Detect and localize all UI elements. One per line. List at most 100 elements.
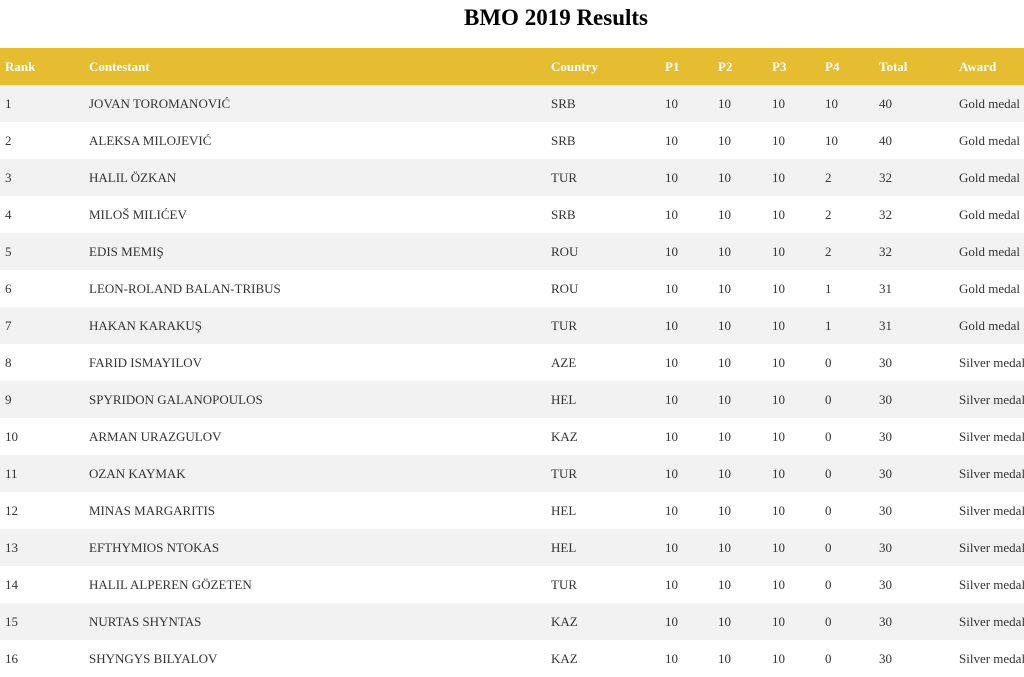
p3-score-cell: 10 — [772, 96, 785, 111]
header-p2[interactable]: P2 — [718, 59, 733, 74]
country-cell: TUR — [551, 170, 577, 185]
p3-score-cell: 10 — [772, 207, 785, 222]
p4-score-cell: 0 — [825, 466, 832, 481]
table-row: 3 HALIL ÖZKAN TUR 10 10 10 2 32 Gold medal — [0, 159, 1024, 196]
award-cell: Silver medal — [959, 429, 1024, 444]
table-row: 4 MILOŠ MILIĆEV SRB 10 10 10 2 32 Gold medal — [0, 196, 1024, 233]
p3-score-cell: 10 — [772, 614, 785, 629]
award-cell: Silver medal — [959, 392, 1024, 407]
header-award[interactable]: Award — [959, 59, 997, 74]
total-score-cell: 32 — [879, 170, 892, 185]
header-p3[interactable]: P3 — [772, 59, 787, 74]
award-cell: Gold medal — [959, 170, 1021, 185]
rank-cell: 1 — [5, 96, 12, 111]
award-cell: Gold medal — [959, 133, 1021, 148]
country-cell: ROU — [551, 281, 579, 296]
total-score-cell: 30 — [879, 503, 892, 518]
table-row: 12 MINAS MARGARITIS HEL 10 10 10 0 30 Silver med… — [0, 492, 1024, 529]
p1-score-cell: 10 — [665, 318, 678, 333]
p2-score-cell: 10 — [718, 355, 731, 370]
p1-score-cell: 10 — [665, 429, 678, 444]
country-cell: TUR — [551, 318, 577, 333]
table-row: 5 EDIS MEMIŞ ROU 10 10 10 2 32 Gold medal — [0, 233, 1024, 270]
table-row: 16 SHYNGYS BILYALOV KAZ 10 10 10 0 30 Silver med… — [0, 640, 1024, 677]
rank-cell: 16 — [5, 651, 18, 666]
award-cell: Gold medal — [959, 96, 1021, 111]
award-cell: Silver medal — [959, 355, 1024, 370]
rank-cell: 10 — [5, 429, 18, 444]
p4-score-cell: 0 — [825, 392, 832, 407]
total-score-cell: 30 — [879, 614, 892, 629]
table-row: 9 SPYRIDON GALANOPOULOS HEL 10 10 10 0 30 Silver… — [0, 381, 1024, 418]
p4-score-cell: 0 — [825, 355, 832, 370]
contestant-cell: SPYRIDON GALANOPOULOS — [89, 392, 263, 407]
header-contestant[interactable]: Contestant — [89, 59, 150, 74]
award-cell: Silver medal — [959, 614, 1024, 629]
total-score-cell: 30 — [879, 540, 892, 555]
header-country[interactable]: Country — [551, 59, 598, 74]
p2-score-cell: 10 — [718, 429, 731, 444]
table-row: 14 HALIL ALPEREN GÖZETEN TUR 10 10 10 0 30 Silve… — [0, 566, 1024, 603]
p3-score-cell: 10 — [772, 429, 785, 444]
rank-cell: 14 — [5, 577, 18, 592]
p3-score-cell: 10 — [772, 355, 785, 370]
rank-cell: 3 — [5, 170, 12, 185]
p1-score-cell: 10 — [665, 540, 678, 555]
rank-cell: 4 — [5, 207, 12, 222]
p1-score-cell: 10 — [665, 133, 678, 148]
total-score-cell: 30 — [879, 466, 892, 481]
header-rank[interactable]: Rank — [5, 59, 36, 74]
rank-cell: 12 — [5, 503, 18, 518]
header-p4[interactable]: P4 — [825, 59, 840, 74]
contestant-cell: HAKAN KARAKUŞ — [89, 318, 203, 333]
country-cell: KAZ — [551, 651, 578, 666]
table-row: 8 FARID ISMAYILOV AZE 10 10 10 0 30 Silver medal — [0, 344, 1024, 381]
rank-cell: 6 — [5, 281, 12, 296]
award-cell: Gold medal — [959, 281, 1021, 296]
p4-score-cell: 0 — [825, 614, 832, 629]
p3-score-cell: 10 — [772, 466, 785, 481]
p3-score-cell: 10 — [772, 540, 785, 555]
table-body: 1 JOVAN TOROMANOVIĆ SRB 10 10 10 10 40 Gold meda… — [0, 85, 1024, 677]
p2-score-cell: 10 — [718, 170, 731, 185]
p1-score-cell: 10 — [665, 503, 678, 518]
country-cell: KAZ — [551, 429, 578, 444]
country-cell: TUR — [551, 466, 577, 481]
p1-score-cell: 10 — [665, 281, 678, 296]
total-score-cell: 30 — [879, 577, 892, 592]
p1-score-cell: 10 — [665, 170, 678, 185]
contestant-cell: EFTHYMIOS NTOKAS — [89, 540, 220, 555]
p3-score-cell: 10 — [772, 281, 785, 296]
table-row: 6 LEON-ROLAND BALAN-TRIBUS ROU 10 10 10 1 31 Gol… — [0, 270, 1024, 307]
contestant-cell: EDIS MEMIŞ — [89, 244, 164, 259]
p4-score-cell: 1 — [825, 281, 832, 296]
award-cell: Gold medal — [959, 244, 1021, 259]
p2-score-cell: 10 — [718, 318, 731, 333]
contestant-cell: HALIL ÖZKAN — [89, 170, 177, 185]
rank-cell: 15 — [5, 614, 18, 629]
header-total[interactable]: Total — [879, 59, 908, 74]
country-cell: SRB — [551, 207, 576, 222]
p4-score-cell: 0 — [825, 577, 832, 592]
country-cell: SRB — [551, 96, 576, 111]
country-cell: HEL — [551, 503, 577, 518]
p1-score-cell: 10 — [665, 96, 678, 111]
header-p1[interactable]: P1 — [665, 59, 680, 74]
total-score-cell: 30 — [879, 355, 892, 370]
country-cell: TUR — [551, 577, 577, 592]
table-row: 10 ARMAN URAZGULOV KAZ 10 10 10 0 30 Silver meda… — [0, 418, 1024, 455]
rank-cell: 7 — [5, 318, 12, 333]
award-cell: Silver medal — [959, 540, 1024, 555]
table-row: 1 JOVAN TOROMANOVIĆ SRB 10 10 10 10 40 Gold meda… — [0, 85, 1024, 122]
table-row: 11 OZAN KAYMAK TUR 10 10 10 0 30 Silver medal — [0, 455, 1024, 492]
results-table: Rank Contestant Country P1 P2 P3 P4 Tota… — [0, 48, 1024, 677]
table-row: 15 NURTAS SHYNTAS KAZ 10 10 10 0 30 Silver medal — [0, 603, 1024, 640]
p4-score-cell: 0 — [825, 429, 832, 444]
p1-score-cell: 10 — [665, 651, 678, 666]
rank-cell: 8 — [5, 355, 12, 370]
p4-score-cell: 1 — [825, 318, 832, 333]
p2-score-cell: 10 — [718, 540, 731, 555]
p4-score-cell: 10 — [825, 96, 838, 111]
total-score-cell: 30 — [879, 651, 892, 666]
p1-score-cell: 10 — [665, 577, 678, 592]
